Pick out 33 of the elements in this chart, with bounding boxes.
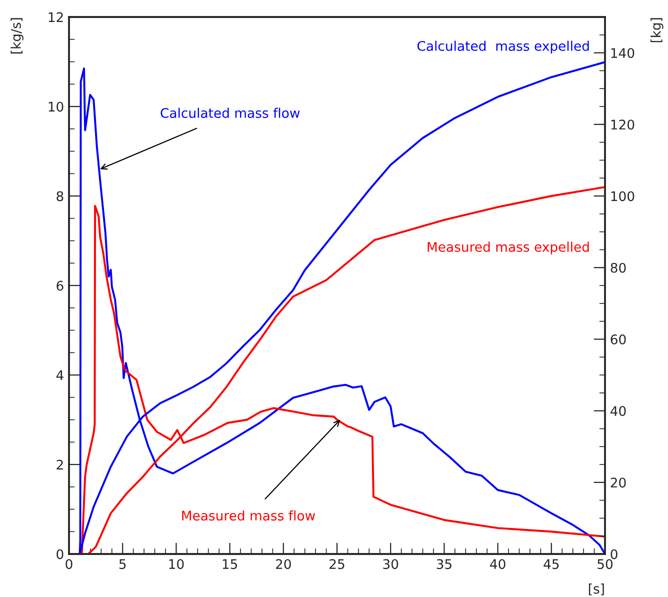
y2-tick-label: 80 — [610, 262, 626, 273]
y2-tick-label: 0 — [610, 549, 618, 560]
x-tick-label: 20 — [276, 559, 291, 570]
x-tick-label: 25 — [330, 559, 344, 570]
series-label: Calculated mass expelled — [417, 40, 589, 54]
y-tick-label: 0 — [56, 549, 64, 560]
x-tick-label: 40 — [490, 559, 506, 570]
x-tick-label: 30 — [383, 559, 398, 570]
x-tick-label: 10 — [169, 559, 184, 570]
y-tick-label: 6 — [56, 280, 64, 291]
y2-tick-label: 100 — [611, 191, 634, 202]
y-tick-label: 2 — [56, 460, 63, 470]
x-tick-label: 45 — [544, 559, 559, 570]
series-label: Measured mass expelled — [428, 242, 589, 254]
y-tick-label: 4 — [56, 370, 64, 380]
y2-tick-label: 120 — [611, 120, 634, 130]
annotation: Measured mass flow — [182, 510, 316, 521]
y2-tick-label: 20 — [610, 478, 626, 488]
y2-tick-label: 140 — [611, 48, 634, 58]
y-tick-label: 12 — [48, 12, 63, 22]
annotation: Calculated mass flow — [160, 108, 300, 118]
x-tick-label: 50 — [598, 559, 613, 570]
x-tick-label: 35 — [436, 559, 452, 570]
x-tick-label: 5 — [119, 559, 126, 570]
y2-axis-title: [kg] — [650, 18, 664, 42]
y2-tick-label: 40 — [610, 406, 626, 416]
y2-tick-label: 60 — [610, 334, 626, 344]
y-tick-label: 8 — [56, 191, 64, 202]
y-tick-label: 10 — [48, 102, 64, 112]
x-axis-title: [s] — [588, 584, 604, 596]
x-tick-label: 15 — [222, 559, 238, 570]
x-tick-label: 0 — [66, 559, 72, 570]
y-axis-title: [kg/s] — [10, 18, 24, 54]
